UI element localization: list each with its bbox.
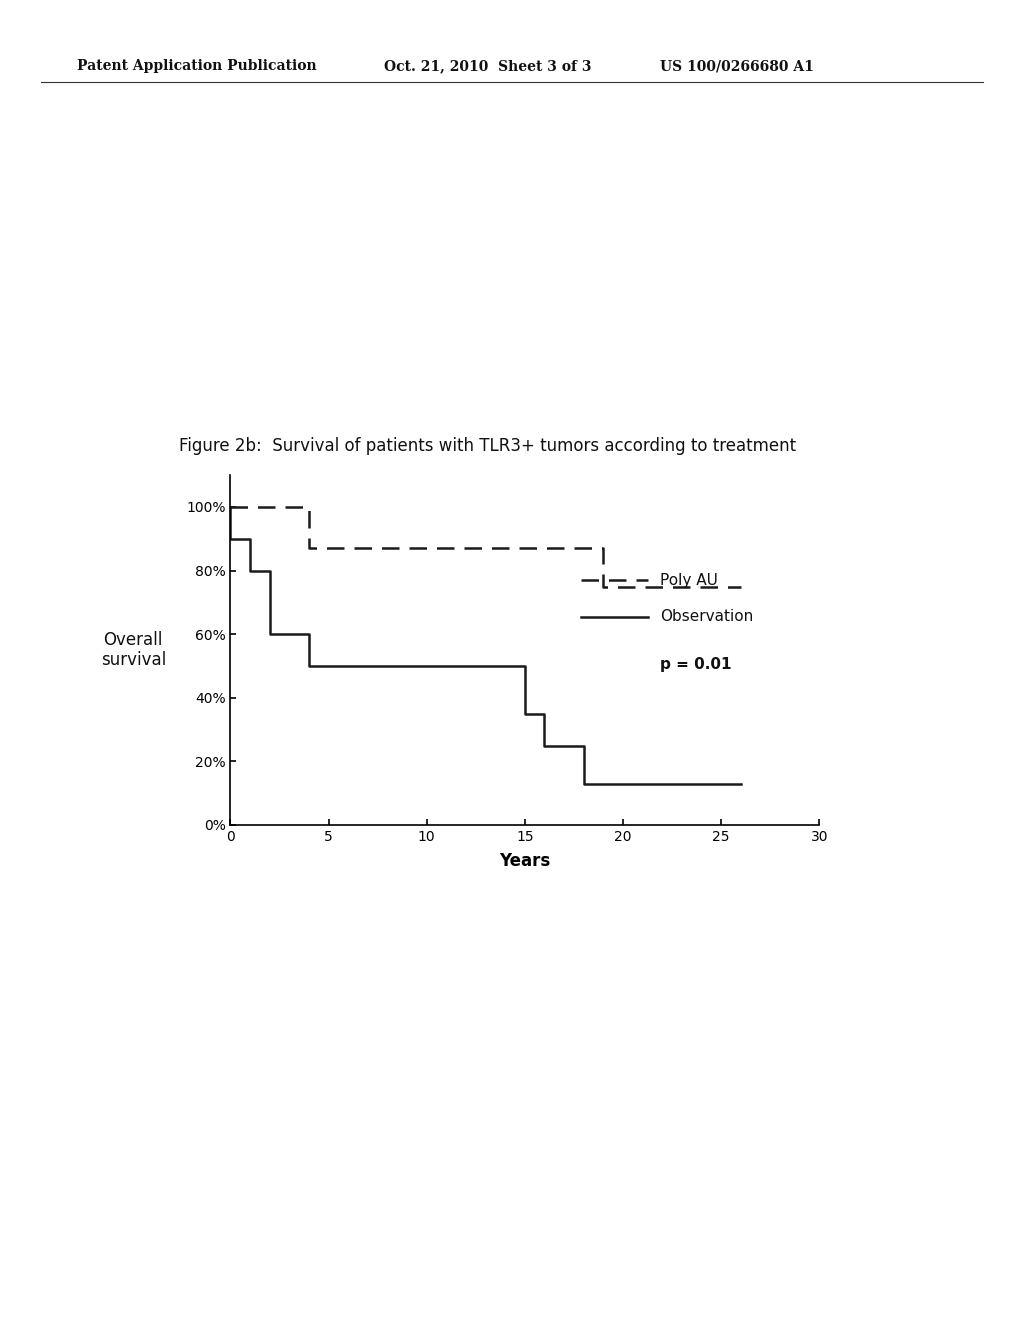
- Text: p = 0.01: p = 0.01: [660, 656, 732, 672]
- X-axis label: Years: Years: [499, 853, 551, 870]
- Text: Oct. 21, 2010  Sheet 3 of 3: Oct. 21, 2010 Sheet 3 of 3: [384, 59, 592, 74]
- Text: Patent Application Publication: Patent Application Publication: [77, 59, 316, 74]
- Text: Overall
survival: Overall survival: [100, 631, 166, 669]
- Text: US 100/0266680 A1: US 100/0266680 A1: [660, 59, 814, 74]
- Text: Poly AU: Poly AU: [660, 573, 718, 587]
- Text: Observation: Observation: [660, 610, 754, 624]
- Text: Figure 2b:  Survival of patients with TLR3+ tumors according to treatment: Figure 2b: Survival of patients with TLR…: [179, 437, 797, 455]
